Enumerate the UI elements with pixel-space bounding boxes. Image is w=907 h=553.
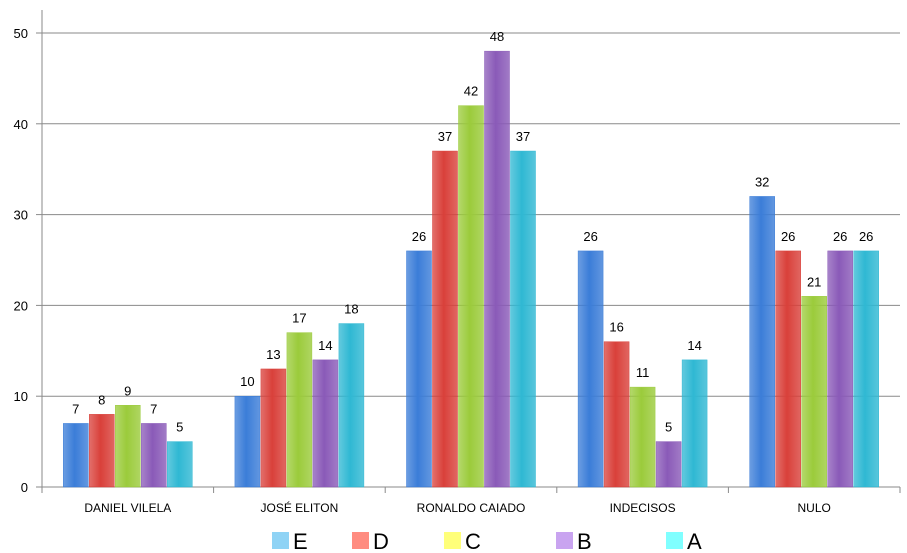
data-label: 13 (266, 347, 280, 362)
legend-label-a: A (687, 529, 702, 553)
bar-ronaldo-caiado-a (510, 150, 536, 488)
x-tick-label: NULO (798, 501, 831, 515)
legend-swatch-e (272, 532, 289, 549)
bar-jose-eliton-d (260, 368, 287, 488)
y-tick-label: 0 (21, 480, 28, 495)
data-label: 16 (609, 320, 623, 335)
bar-indecisos-d (603, 341, 630, 488)
y-tick-label: 50 (14, 26, 28, 41)
bar-daniel-vilela-d (89, 414, 115, 488)
y-tick-label: 30 (14, 208, 28, 223)
y-tick-label: 40 (14, 117, 28, 132)
data-label: 7 (72, 401, 79, 416)
data-label: 10 (240, 374, 254, 389)
data-label: 9 (124, 383, 131, 398)
bar-nulo-d (775, 250, 801, 488)
data-label: 5 (176, 420, 183, 435)
data-label: 17 (292, 311, 306, 326)
legend-label-c: C (465, 529, 481, 553)
data-label: 37 (438, 129, 452, 144)
data-label: 26 (583, 229, 597, 244)
data-label: 11 (636, 365, 650, 380)
x-tick-label: INDECISOS (610, 501, 676, 515)
data-label: 26 (412, 229, 426, 244)
data-label: 26 (781, 229, 795, 244)
data-label: 8 (98, 392, 105, 407)
bar-indecisos-a (681, 359, 708, 488)
bar-ronaldo-caiado-e (406, 250, 432, 488)
x-tick-labels: DANIEL VILELA JOSÉ ELITON RONALDO CAIADO IN… (84, 500, 831, 515)
legend-label-d: D (373, 529, 389, 553)
data-label: 37 (516, 129, 530, 144)
bar-nulo-e (749, 196, 775, 488)
bar-daniel-vilela-e (63, 423, 89, 488)
legend-label-e: E (293, 529, 308, 553)
bar-indecisos-b (655, 441, 682, 488)
bar-ronaldo-caiado-d (432, 150, 458, 488)
bar-daniel-vilela-b (141, 423, 167, 488)
bar-jose-eliton-b (312, 359, 339, 488)
bar-daniel-vilela-a (167, 441, 193, 488)
data-label: 48 (490, 29, 504, 44)
y-tick-label: 20 (14, 298, 28, 313)
legend-label-b: B (577, 529, 592, 553)
data-label: 32 (755, 174, 769, 189)
data-label: 26 (833, 229, 847, 244)
legend-swatch-d (352, 532, 369, 549)
data-label: 42 (464, 84, 478, 99)
bar-indecisos-c (629, 386, 656, 488)
bar-jose-eliton-a (338, 323, 365, 488)
x-tick-label: DANIEL VILELA (84, 501, 171, 515)
bar-ronaldo-caiado-c (458, 105, 484, 488)
x-tick-label: JOSÉ ELITON (260, 500, 338, 515)
bar-jose-eliton-c (286, 332, 313, 488)
legend-swatch-a (666, 532, 683, 549)
bar-nulo-c (801, 296, 827, 488)
data-label: 18 (344, 302, 358, 317)
y-tick-labels: 0 10 20 30 40 50 (14, 26, 28, 495)
bar-ronaldo-caiado-b (484, 50, 510, 488)
y-tick-label: 10 (14, 389, 28, 404)
data-label: 14 (687, 338, 701, 353)
bar-nulo-a (853, 250, 879, 488)
legend-swatch-c (444, 532, 461, 549)
data-label: 14 (318, 338, 332, 353)
data-labels: 7 8 9 7 5 10 13 17 14 18 26 37 42 48 37 26 16 11 5 14 32 26 21… (72, 29, 873, 434)
bar-daniel-vilela-c (115, 405, 141, 488)
bars (63, 50, 879, 488)
data-label: 21 (807, 274, 821, 289)
x-tick-label: RONALDO CAIADO (417, 501, 526, 515)
bar-indecisos-e (577, 250, 604, 488)
bar-jose-eliton-e (234, 395, 261, 488)
bar-nulo-b (827, 250, 853, 488)
data-label: 5 (665, 420, 672, 435)
legend-swatch-b (556, 532, 573, 549)
data-label: 26 (859, 229, 873, 244)
data-label: 7 (150, 401, 157, 416)
